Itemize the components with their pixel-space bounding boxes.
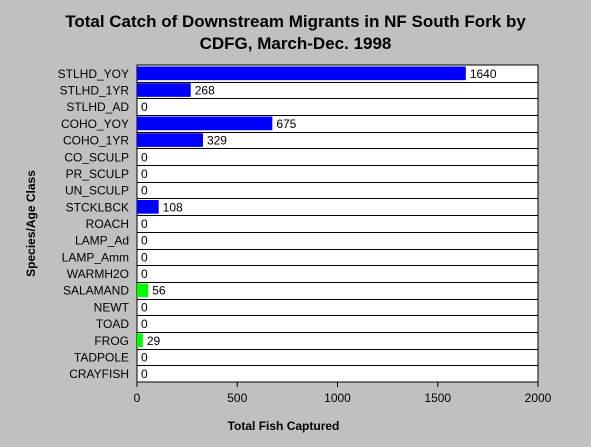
data-label-lamp_amm: 0	[141, 250, 148, 264]
data-label-stlhd_1yr: 268	[195, 84, 215, 98]
bar-stcklbck	[137, 199, 159, 214]
data-label-crayfish: 0	[141, 367, 148, 381]
category-label-toad: TOAD	[96, 317, 129, 331]
category-label-lamp_amm: LAMP_Amm	[62, 250, 129, 264]
data-label-lamp_ad: 0	[141, 234, 148, 248]
category-label-newt: NEWT	[94, 300, 130, 314]
data-label-salamand: 56	[152, 284, 166, 298]
x-tick-label-500: 500	[227, 391, 247, 405]
category-label-salamand: SALAMAND	[63, 284, 129, 298]
data-label-stcklbck: 108	[163, 200, 183, 214]
bar-coho_1yr	[137, 133, 203, 147]
x-tick-label-1500: 1500	[424, 391, 451, 405]
bar-salamand	[137, 283, 149, 298]
data-label-frog: 29	[147, 334, 161, 348]
category-label-un_sculp: UN_SCULP	[65, 184, 129, 198]
chart-title-line-2: CDFG, March-Dec. 1998	[199, 34, 392, 53]
category-label-crayfish: CRAYFISH	[69, 367, 129, 381]
category-label-tadpole: TADPOLE	[74, 350, 129, 364]
chart-title-line-1: Total Catch of Downstream Migrants in NF…	[65, 12, 526, 31]
category-label-stlhd_1yr: STLHD_1YR	[60, 84, 130, 98]
x-axis-title: Total Fish Captured	[228, 419, 340, 433]
bar-coho_yoy	[137, 116, 273, 131]
data-label-toad: 0	[141, 317, 148, 331]
x-tick-label-2000: 2000	[525, 391, 552, 405]
category-label-pr_sculp: PR_SCULP	[66, 167, 129, 181]
data-label-stlhd_ad: 0	[141, 100, 148, 114]
category-label-warmh2o: WARMH2O	[67, 267, 129, 281]
data-label-newt: 0	[141, 300, 148, 314]
plot-area	[136, 64, 539, 383]
category-label-co_sculp: CO_SCULP	[64, 150, 129, 164]
category-label-roach: ROACH	[86, 217, 129, 231]
category-label-stlhd_ad: STLHD_AD	[66, 100, 129, 114]
data-label-roach: 0	[141, 217, 148, 231]
category-label-coho_yoy: COHO_YOY	[61, 117, 129, 131]
bar-frog	[137, 333, 143, 348]
data-label-un_sculp: 0	[141, 184, 148, 198]
category-label-lamp_ad: LAMP_Ad	[75, 234, 129, 248]
bar-stlhd_1yr	[137, 83, 191, 97]
category-label-stlhd_yoy: STLHD_YOY	[58, 67, 129, 81]
data-label-warmh2o: 0	[141, 267, 148, 281]
bar-stlhd_yoy	[137, 66, 466, 81]
data-label-coho_1yr: 329	[207, 134, 227, 148]
data-label-stlhd_yoy: 1640	[470, 67, 497, 81]
category-label-frog: FROG	[94, 334, 129, 348]
y-axis-title: Species/Age Class	[24, 170, 38, 277]
data-label-coho_yoy: 675	[276, 117, 296, 131]
category-label-stcklbck: STCKLBCK	[66, 200, 129, 214]
x-tick-label-0: 0	[134, 391, 141, 405]
data-label-tadpole: 0	[141, 350, 148, 364]
data-label-pr_sculp: 0	[141, 167, 148, 181]
x-tick-label-1000: 1000	[324, 391, 351, 405]
data-label-co_sculp: 0	[141, 150, 148, 164]
category-label-coho_1yr: COHO_1YR	[63, 134, 129, 148]
